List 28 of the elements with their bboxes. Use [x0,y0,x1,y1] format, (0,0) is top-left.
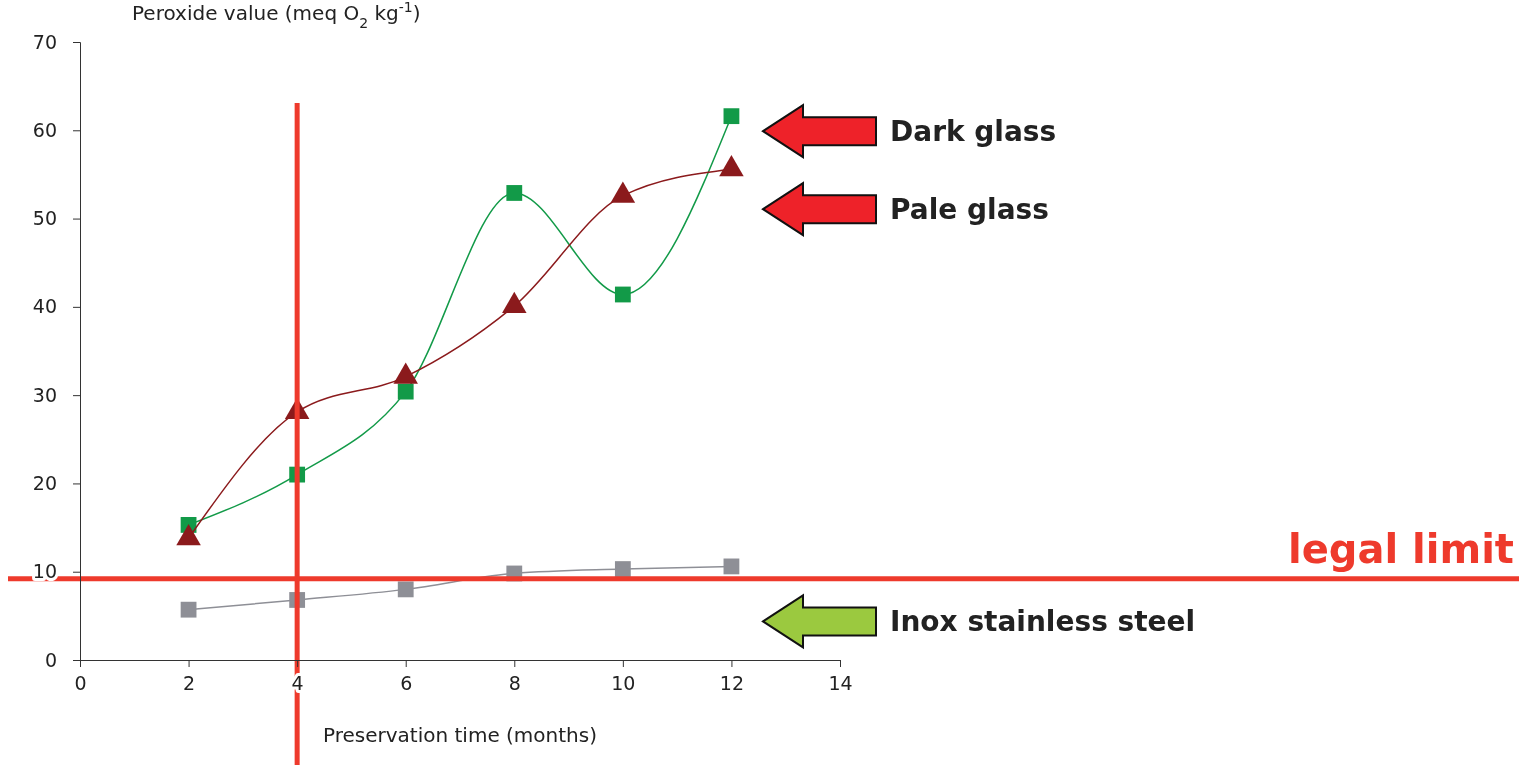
text: Dark glass [890,115,1057,149]
text: Pale glass [890,193,1049,227]
point [723,108,740,125]
point [614,286,631,303]
x-axis-title: Preservation time (months) [323,723,597,747]
y-tick-label: 30 [32,383,57,406]
point [723,558,740,575]
text: Inox stainless steel [890,605,1196,639]
x-tick-label: 0 [74,672,87,695]
x-tick-label: 14 [828,672,853,695]
point [506,185,523,201]
x-tick-label: 12 [719,672,745,695]
y-tick-label: 20 [32,472,57,495]
y-tick-label: 40 [32,295,57,318]
y-tick-label: 70 [32,30,57,53]
point [397,581,414,598]
y-tick-label: 0 [44,648,57,671]
x-tick-label: 10 [611,672,636,695]
point [614,561,631,577]
y-tick-label: 50 [32,207,57,230]
ref-line-label: legal limit [1287,525,1514,572]
y-axis-title: Peroxide value (meq O$_{2}$ kg$^{-1}$) [132,0,421,31]
x-tick-label: 6 [400,672,413,695]
x-tick-label: 8 [508,672,521,695]
point [180,601,197,618]
x-tick-label: 2 [183,672,196,695]
point [397,383,414,400]
y-tick-label: 60 [32,118,57,141]
